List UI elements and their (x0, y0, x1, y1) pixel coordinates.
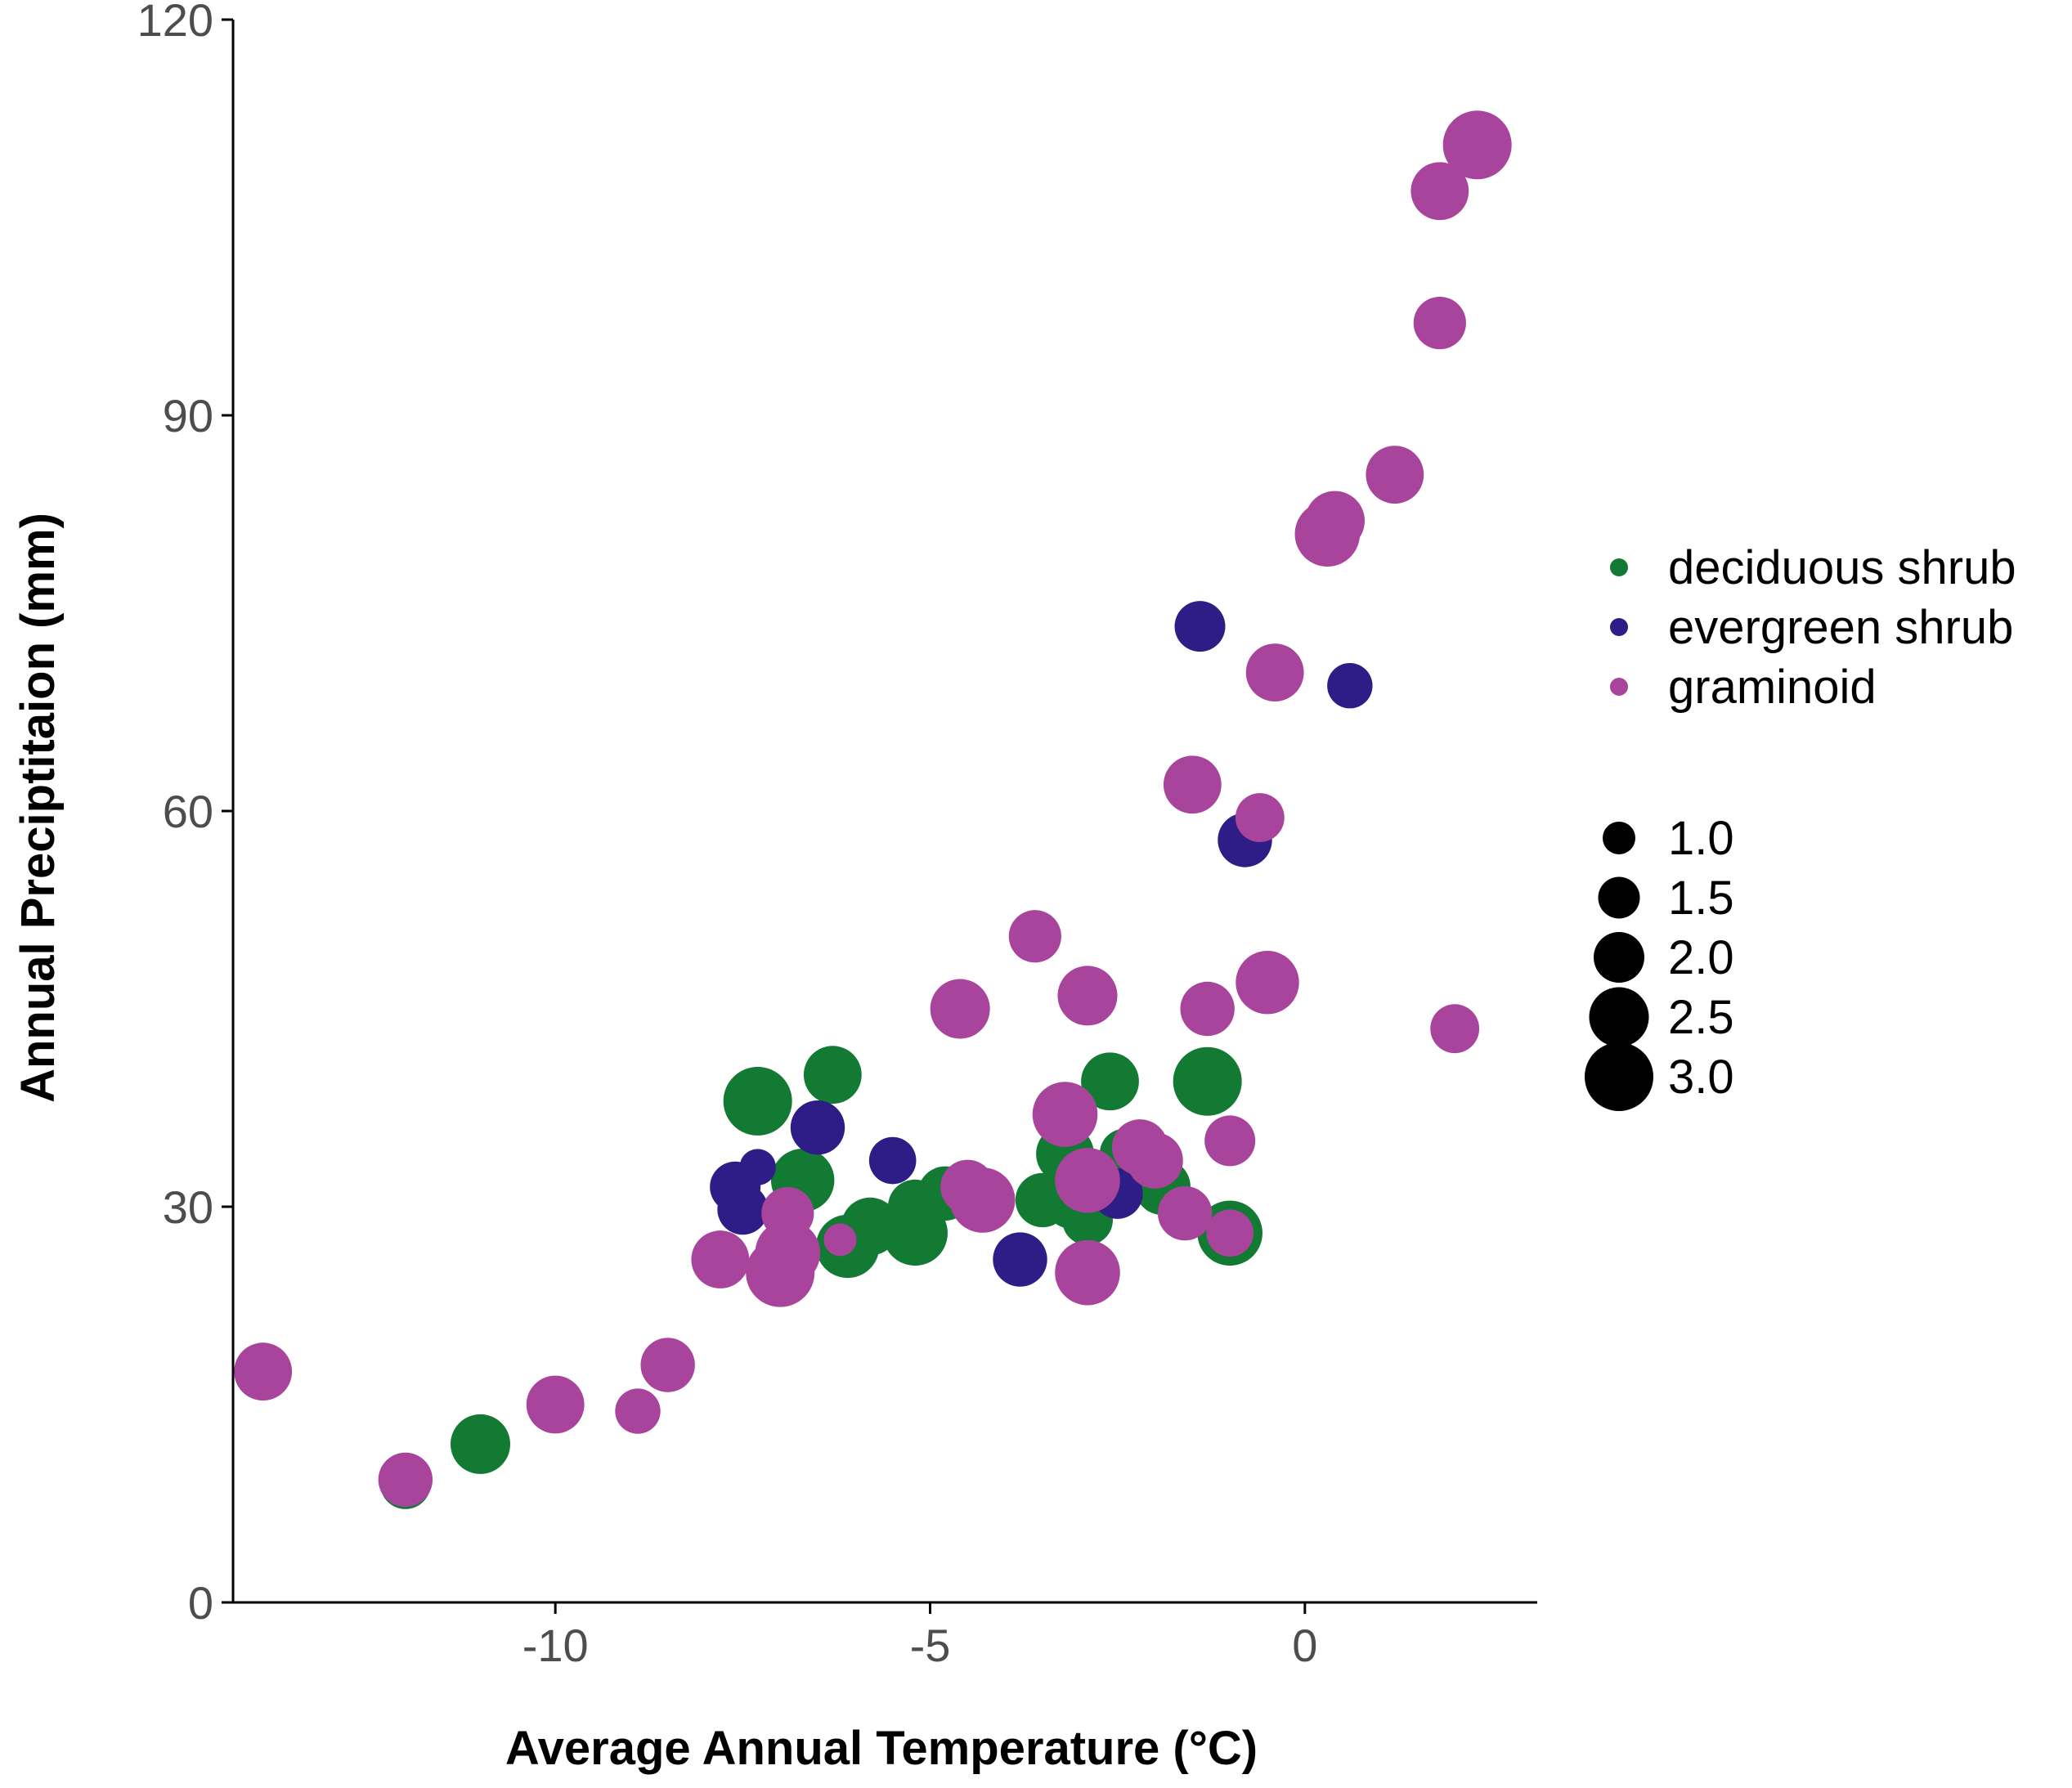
point-evergreen-shrub-3 (790, 1100, 845, 1155)
size-legend-label: 1.0 (1668, 812, 1734, 865)
point-graminoid-33 (1430, 1004, 1480, 1054)
point-graminoid-32 (1413, 296, 1466, 350)
point-graminoid-3 (615, 1388, 661, 1434)
point-graminoid-4 (640, 1338, 695, 1392)
point-evergreen-shrub-5 (993, 1232, 1047, 1287)
point-graminoid-20 (1157, 1185, 1213, 1241)
point-graminoid-19 (1127, 1132, 1183, 1189)
legend-key-evergreen-shrub (1610, 618, 1628, 636)
size-legend-label: 3.0 (1668, 1051, 1734, 1104)
point-evergreen-shrub-7 (1174, 601, 1226, 652)
legend-label: graminoid (1668, 661, 1877, 714)
point-graminoid-22 (1180, 981, 1235, 1037)
point-deciduous-shrub-3 (723, 1066, 792, 1136)
point-graminoid-9 (823, 1223, 857, 1257)
point-graminoid-13 (1008, 910, 1061, 963)
x-tick-label: -10 (522, 1620, 589, 1671)
point-graminoid-21 (1163, 755, 1222, 814)
point-graminoid-34 (1442, 110, 1512, 180)
y-tick-label: 120 (137, 0, 213, 46)
size-legend-label: 1.5 (1668, 872, 1734, 925)
legend-label: evergreen shrub (1668, 601, 2013, 654)
y-tick-label: 0 (188, 1577, 213, 1629)
size-legend-key (1589, 987, 1649, 1047)
point-deciduous-shrub-15 (1081, 1052, 1139, 1111)
point-graminoid-30 (1366, 446, 1424, 504)
point-graminoid-10 (930, 979, 990, 1039)
point-graminoid-5 (691, 1230, 750, 1288)
point-deciduous-shrub-5 (803, 1046, 862, 1105)
point-graminoid-31 (1410, 162, 1469, 221)
size-legend-key (1598, 876, 1640, 919)
point-evergreen-shrub-1 (717, 1184, 769, 1235)
point-graminoid-27 (1245, 643, 1304, 701)
point-graminoid-14 (1032, 1082, 1098, 1147)
point-graminoid-2 (526, 1375, 585, 1434)
axes-layer: 0 30 60 90 120 -10 -5 0 (137, 0, 1537, 1671)
y-tick-label: 60 (163, 786, 213, 837)
x-tick-label: 0 (1292, 1620, 1317, 1671)
point-deciduous-shrub-1 (451, 1414, 510, 1474)
points-layer (234, 110, 1512, 1509)
y-tick-label: 30 (163, 1181, 213, 1233)
point-graminoid-29 (1305, 491, 1365, 551)
x-tick-label: -5 (910, 1620, 951, 1671)
legend-label: deciduous shrub (1668, 541, 2016, 594)
point-graminoid-26 (1236, 951, 1299, 1015)
point-graminoid-25 (1235, 793, 1285, 842)
point-evergreen-shrub-2 (739, 1149, 776, 1185)
legend-key-graminoid (1610, 678, 1628, 696)
point-graminoid-12 (949, 1167, 1016, 1233)
point-graminoid-15 (1057, 966, 1118, 1026)
y-tick-label: 90 (163, 390, 213, 441)
legend: deciduous shrub evergreen shrub graminoid 1… (1585, 541, 2016, 1111)
size-legend-key (1594, 932, 1644, 983)
legend-key-deciduous-shrub (1610, 558, 1628, 576)
point-evergreen-shrub-4 (868, 1136, 917, 1185)
x-axis-title: Average Annual Temperature (°C) (505, 1722, 1258, 1775)
size-legend-label: 2.5 (1668, 991, 1734, 1044)
point-graminoid-8 (755, 1220, 821, 1286)
point-graminoid-23 (1204, 1115, 1256, 1167)
point-graminoid-17 (1055, 1239, 1120, 1306)
y-axis-title: Annual Preciptitaion (mm) (11, 513, 65, 1103)
point-graminoid-0 (234, 1342, 293, 1401)
size-legend-key (1603, 822, 1635, 854)
point-graminoid-16 (1055, 1147, 1120, 1213)
point-deciduous-shrub-18 (1173, 1046, 1242, 1116)
size-legend-label: 2.0 (1668, 931, 1734, 984)
point-evergreen-shrub-9 (1327, 663, 1373, 709)
point-graminoid-24 (1206, 1209, 1254, 1257)
size-legend-key (1585, 1042, 1653, 1111)
point-graminoid-1 (378, 1452, 433, 1508)
